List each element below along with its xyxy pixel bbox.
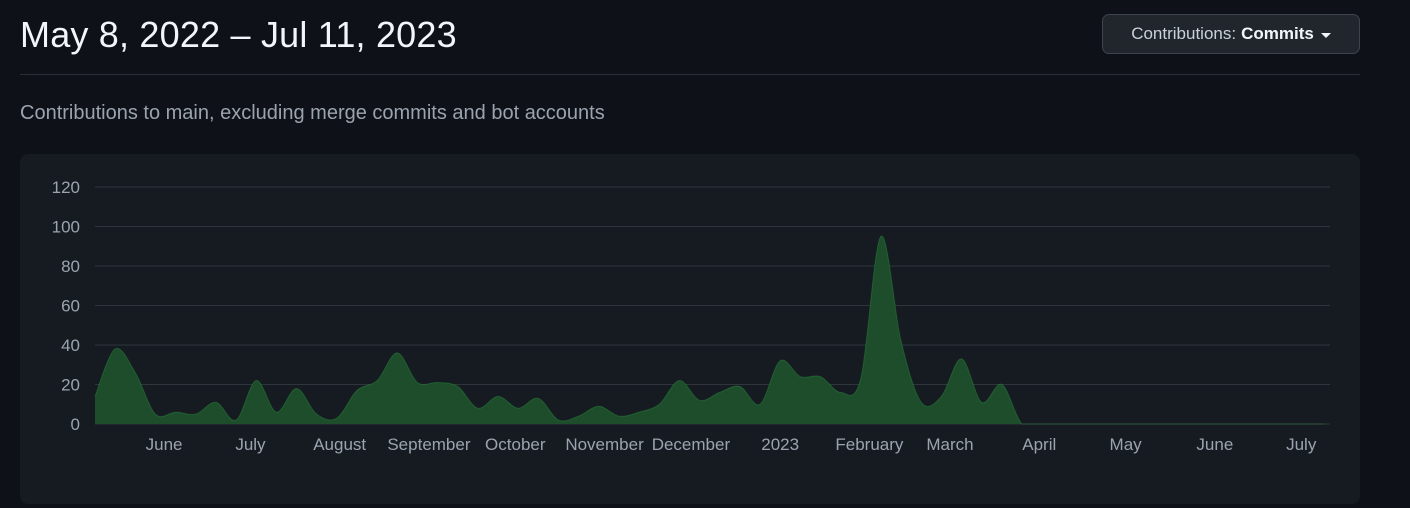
chart-container: 0 20 40 60 80 100 120 June July August September Oc…: [20, 154, 1360, 504]
y-tick-label: 80: [61, 257, 80, 276]
x-tick-label: March: [926, 435, 973, 454]
y-tick-label: 0: [71, 415, 80, 434]
dropdown-prefix: Contributions:: [1131, 24, 1237, 43]
y-tick-label: 20: [61, 376, 80, 395]
header: May 8, 2022 – Jul 11, 2023 Contributions…: [20, 0, 1360, 75]
x-tick-label: June: [1196, 435, 1233, 454]
y-tick-label: 60: [61, 297, 80, 316]
y-tick-label: 120: [52, 178, 80, 197]
caret-down-icon: [1320, 32, 1331, 38]
dropdown-selected-value: Commits: [1241, 24, 1314, 43]
x-tick-label: August: [313, 435, 366, 454]
x-tick-label: December: [652, 435, 731, 454]
y-tick-label: 100: [52, 218, 80, 237]
commits-line: [94, 235, 1325, 425]
commits-area: [95, 236, 1325, 424]
contributions-area-chart: 0 20 40 60 80 100 120 June July August September Oc…: [52, 178, 1330, 454]
x-tick-label: September: [387, 435, 470, 454]
x-tick-label: October: [485, 435, 546, 454]
y-tick-label: 40: [61, 336, 80, 355]
chart-subtitle: Contributions to main, excluding merge c…: [20, 102, 605, 124]
x-tick-label: 2023: [761, 435, 799, 454]
x-tick-label: May: [1110, 435, 1143, 454]
x-tick-label: June: [146, 435, 183, 454]
x-tick-label: July: [235, 435, 266, 454]
x-tick-label: February: [835, 435, 904, 454]
x-tick-label: November: [565, 435, 644, 454]
date-range-title: May 8, 2022 – Jul 11, 2023: [20, 14, 457, 55]
x-tick-label: April: [1022, 435, 1056, 454]
contributions-dropdown-button[interactable]: Contributions: Commits: [1102, 14, 1360, 54]
x-tick-label: July: [1286, 435, 1317, 454]
